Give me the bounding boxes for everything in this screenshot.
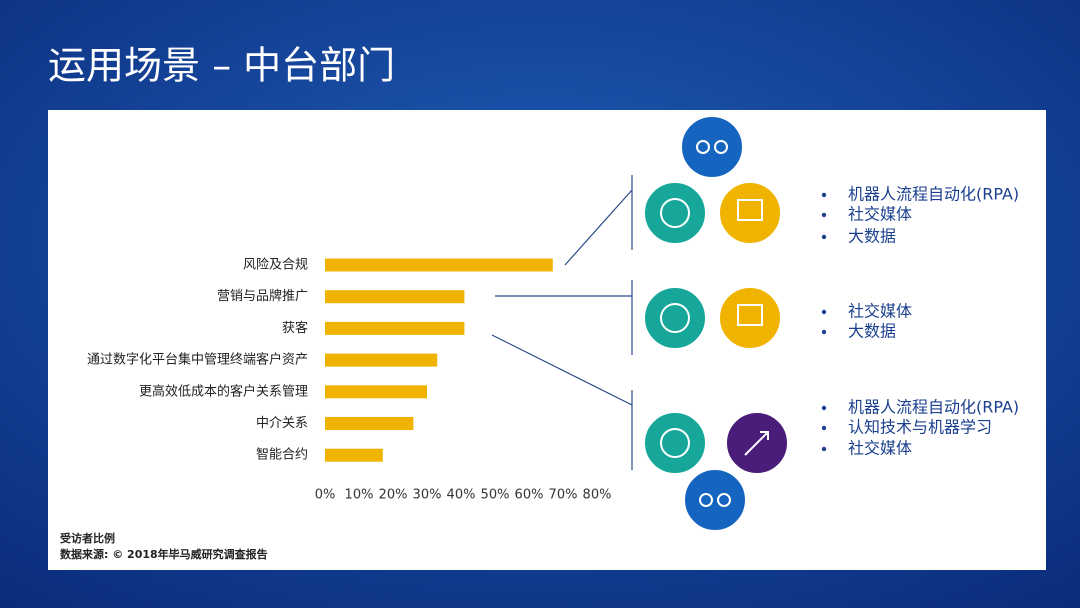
x-tick-label: 10%	[345, 488, 374, 503]
y-tick-label: 获客	[282, 320, 308, 336]
bar	[325, 417, 414, 430]
bullet-text: 机器人流程自动化(RPA)	[848, 185, 1019, 204]
x-tick-label: 70%	[549, 488, 578, 503]
bullet-text: 社交媒体	[848, 205, 912, 224]
bullet-text: 社交媒体	[848, 302, 912, 321]
bar	[325, 385, 427, 399]
y-tick-label: 中介关系	[256, 416, 308, 431]
bullet	[821, 405, 827, 411]
bullet-text: 大数据	[848, 322, 896, 341]
y-tick-label: 智能合约	[256, 448, 308, 463]
bar	[325, 448, 383, 462]
bullet	[821, 212, 827, 218]
bar	[325, 353, 438, 367]
icons	[643, 115, 789, 532]
bar	[325, 258, 553, 272]
footnote: 受访者比例	[60, 531, 115, 545]
y-tick-label: 风险及合规	[243, 258, 308, 273]
x-tick-label: 60%	[515, 488, 544, 503]
slide-title: 运用场景 – 中台部门	[48, 44, 395, 88]
bar	[325, 321, 465, 335]
x-tick-label: 80%	[583, 488, 612, 503]
x-tick-label: 50%	[481, 488, 510, 503]
footnote: 数据来源: © 2018年毕马威研究调查报告	[60, 547, 268, 561]
bar	[325, 290, 465, 304]
panel	[48, 110, 1046, 570]
bullet-text: 机器人流程自动化(RPA)	[848, 398, 1019, 417]
bullet	[821, 329, 827, 335]
y-tick-label: 营销与品牌推广	[217, 288, 308, 304]
y-tick-label: 通过数字化平台集中管理终端客户资产	[87, 352, 308, 368]
bullet-text: 认知技术与机器学习	[848, 418, 992, 437]
bullet-text: 大数据	[848, 227, 896, 246]
x-tick-label: 20%	[379, 488, 408, 503]
y-tick-label: 更高效低成本的客户关系管理	[139, 383, 308, 399]
x-tick-label: 40%	[447, 488, 476, 503]
bullet	[821, 234, 827, 240]
bullet	[821, 425, 827, 431]
bullet	[821, 309, 827, 315]
x-tick-label: 0%	[315, 488, 336, 503]
bullet	[821, 192, 827, 198]
connectors	[491, 175, 633, 470]
x-tick-label: 30%	[413, 488, 442, 503]
bullet	[821, 446, 827, 452]
bullet-text: 社交媒体	[848, 439, 912, 458]
